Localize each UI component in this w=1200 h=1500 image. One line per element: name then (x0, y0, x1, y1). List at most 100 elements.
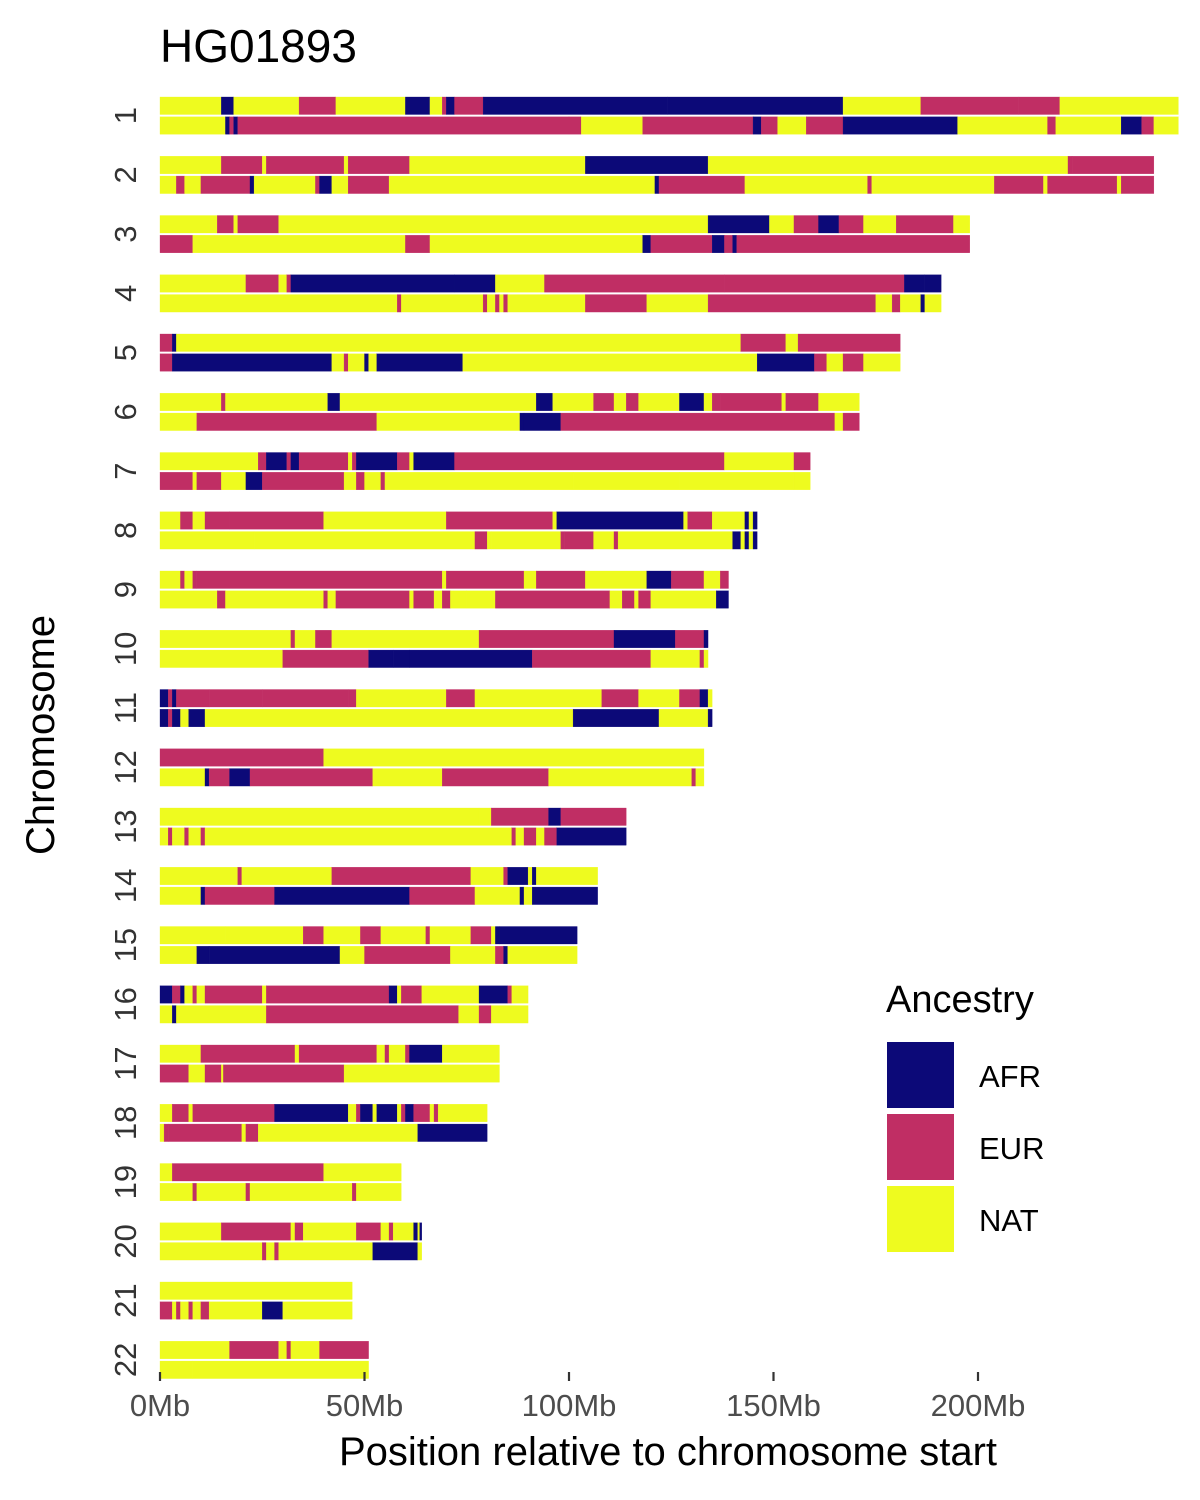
segment-chr3-hap2-eur (159, 235, 193, 253)
segment-chr7-hap2-nat (343, 472, 357, 490)
segment-chr11-hap1-eur (262, 689, 349, 708)
segment-chr1-hap2-afr (225, 116, 230, 135)
segment-chr11-hap1-nat (638, 689, 680, 708)
segment-chr10-hap2-afr (392, 649, 410, 668)
segment-chr18-hap1-nat (429, 1104, 435, 1122)
segment-chr3-hap1-eur (237, 215, 279, 234)
segment-chr18-hap2-nat (159, 1123, 165, 1142)
segment-chr7-hap2-eur (262, 472, 345, 490)
segment-chr8-hap2-nat (617, 531, 733, 550)
segment-chr10-hap2-nat (159, 649, 283, 668)
chromosome-1 (159, 96, 1179, 135)
chromosome-7 (159, 452, 811, 490)
segment-chr7-hap1-afr (356, 452, 398, 471)
chromosome-5 (159, 333, 901, 372)
segment-chr17-hap2-eur (159, 1064, 189, 1083)
segment-chr3-hap1-eur (217, 215, 234, 234)
segment-chr7-hap1-nat (724, 452, 795, 471)
segment-chr16-hap2-nat (491, 1005, 529, 1024)
segment-chr4-hap2-nat (507, 294, 586, 313)
segment-chr11-hap2-afr (572, 709, 660, 727)
segment-chr8-hap2-nat (593, 531, 615, 550)
segment-chr8-hap2-eur (560, 531, 566, 550)
segment-chr4-hap2-eur (707, 294, 876, 313)
segment-chr11-hap2-nat (658, 709, 709, 727)
segment-chr9-hap2-nat (634, 590, 639, 609)
segment-chr14-hap1-afr (507, 867, 529, 885)
segment-chr1-hap1-afr (446, 96, 455, 115)
segment-chr2-hap1-nat (409, 156, 586, 174)
segment-chr16-hap1-eur (204, 985, 263, 1004)
segment-chr14-hap1-afr (532, 867, 537, 885)
segment-chr8-hap2-nat (748, 531, 754, 550)
segment-chr15-hap2-afr (503, 946, 508, 964)
segment-chr19-hap2-nat (356, 1183, 402, 1201)
segment-chr8-hap1-eur (204, 511, 230, 530)
segment-chr12-hap2-eur (442, 768, 549, 787)
y-tick-label: 4 (108, 285, 143, 302)
segment-chr11-hap2-afr (159, 709, 169, 727)
legend-label-eur: EUR (979, 1131, 1044, 1166)
segment-chr3-hap1-nat (278, 215, 709, 234)
segment-chr6-hap1-eur (626, 393, 639, 411)
segment-chr11-hap2-nat (180, 709, 189, 727)
segment-chr20-hap1-afr (413, 1222, 418, 1241)
segment-chr6-hap1-nat (339, 393, 537, 411)
segment-chr17-hap1-nat (376, 1044, 386, 1063)
segment-chr14-hap2-eur (409, 886, 476, 905)
segment-chr6-hap1-nat (703, 393, 713, 411)
segment-chr9-hap1-eur (446, 570, 525, 589)
segment-chr16-hap1-nat (262, 985, 267, 1004)
segment-chr18-hap1-nat (188, 1104, 193, 1122)
segment-chr15-hap1-afr (495, 926, 500, 945)
chromosome-19 (159, 1163, 402, 1201)
segment-chr6-hap1-nat (638, 393, 680, 411)
segment-chr2-hap2-afr (249, 175, 255, 194)
segment-chr2-hap2-nat (1116, 175, 1122, 194)
segment-chr6-hap1-nat (613, 393, 627, 411)
segment-chr21-hap2-eur (159, 1301, 173, 1320)
segment-chr7-hap1-eur (286, 452, 292, 471)
segment-chr18-hap1-afr (360, 1104, 373, 1122)
segment-chr1-hap1-eur (920, 96, 1020, 115)
segment-chr2-hap2-eur (200, 175, 251, 194)
segment-chr20-hap1-nat (159, 1222, 222, 1241)
segment-chr11-hap1-nat (707, 689, 713, 708)
segment-chr16-hap1-afr (478, 985, 508, 1004)
segment-chr1-hap2-afr (1121, 116, 1142, 135)
segment-chr6-hap2-afr (519, 412, 525, 431)
y-tick-label: 19 (108, 1165, 143, 1199)
segment-chr11-hap1-afr (172, 689, 177, 708)
segment-chr16-hap1-eur (172, 985, 181, 1004)
segment-chr15-hap2-eur (495, 946, 504, 964)
segment-chr21-hap2-nat (180, 1301, 189, 1320)
segment-chr9-hap2-nat (159, 590, 218, 609)
segment-chr10-hap1-afr (613, 630, 676, 648)
segment-chr16-hap1-afr (180, 985, 185, 1004)
segment-chr3-hap2-eur (724, 235, 733, 253)
segment-chr9-hap1-eur (720, 570, 729, 589)
segment-chr15-hap1-eur (302, 926, 324, 945)
chromosome-17 (159, 1044, 500, 1083)
segment-chr3-hap2-nat (429, 235, 643, 253)
segment-chr16-hap1-nat (184, 985, 193, 1004)
segment-chr14-hap1-eur (237, 867, 242, 885)
segment-chr12-hap2-nat (548, 768, 692, 787)
segment-chr13-hap2-eur (544, 827, 557, 846)
segment-chr7-hap2-afr (245, 472, 263, 490)
segment-chr7-hap1-eur (454, 452, 725, 471)
segment-chr2-hap2-nat (744, 175, 868, 194)
y-tick-label: 11 (108, 692, 143, 724)
segment-chr6-hap1-eur (720, 393, 782, 411)
segment-chr18-hap2-nat (258, 1123, 418, 1142)
segment-chr5-hap1-nat (176, 333, 741, 352)
segment-chr1-hap1-nat (429, 96, 443, 115)
segment-chr9-hap2-nat (466, 590, 496, 609)
segment-chr9-hap2-eur (495, 590, 611, 609)
segment-chr15-hap2-afr (196, 946, 210, 964)
chart-title: HG01893 (160, 20, 357, 72)
segment-chr7-hap1-afr (290, 452, 300, 471)
chromosome-20 (159, 1222, 422, 1261)
segment-chr22-hap1-eur (319, 1341, 369, 1359)
